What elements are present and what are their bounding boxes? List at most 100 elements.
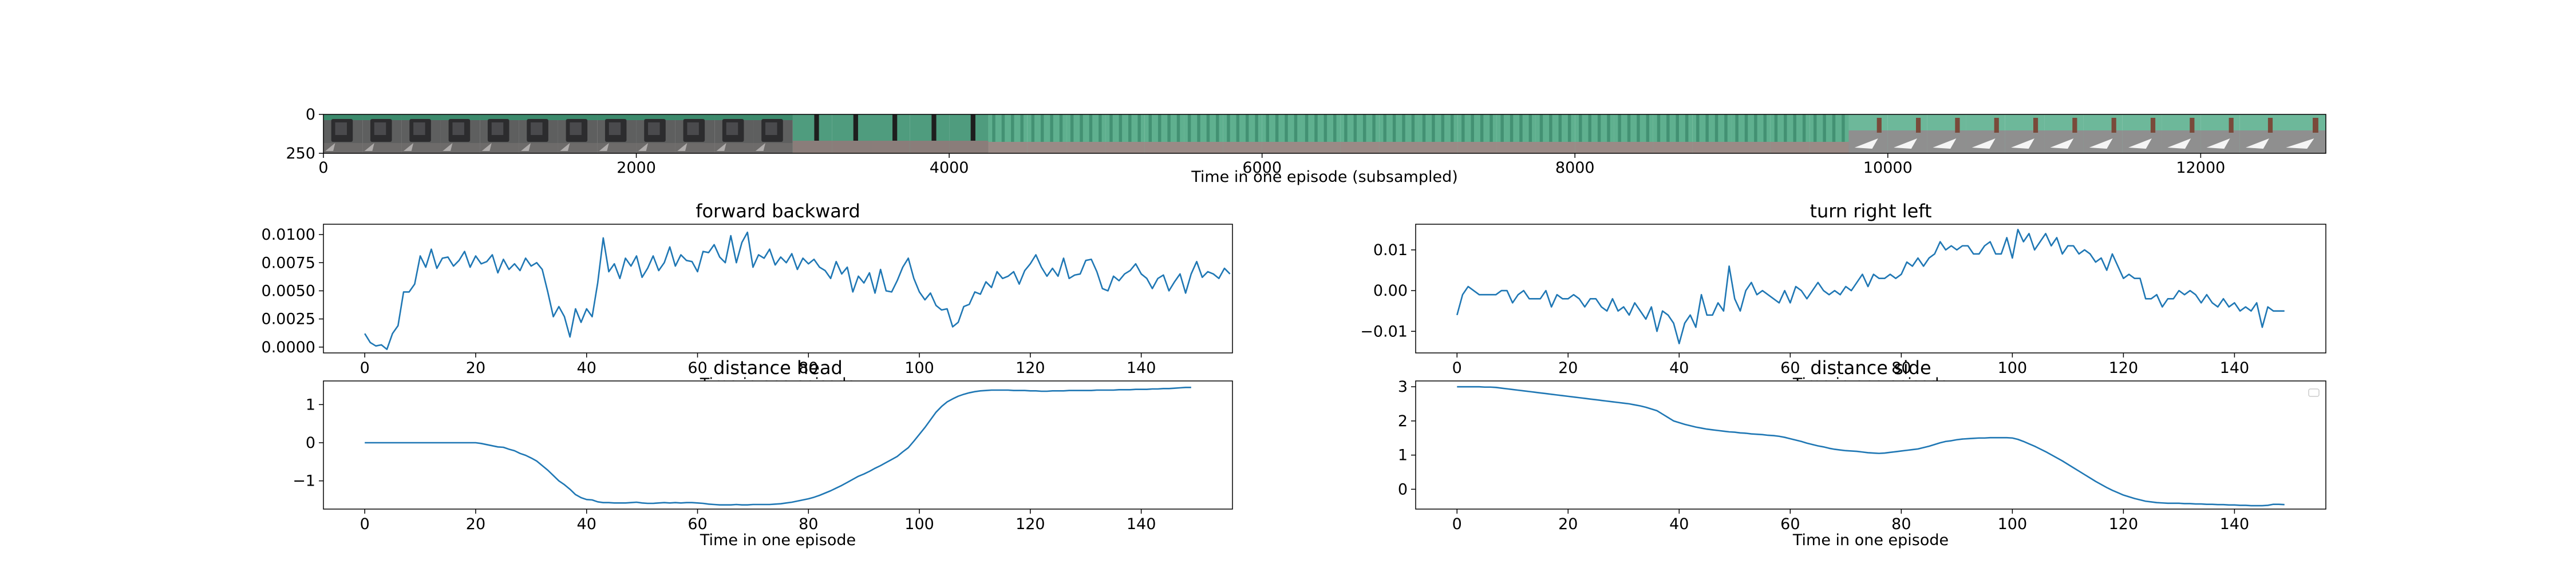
plot-frame — [1415, 224, 2326, 353]
plot-area — [323, 224, 1232, 353]
x-tick-label: 60 — [1780, 515, 1800, 533]
strip-frame — [675, 114, 715, 153]
strip-frame — [1418, 114, 1458, 153]
x-tick-label: 100 — [1998, 359, 2028, 377]
strip-frame — [1223, 114, 1262, 153]
x-tick-label: 120 — [1016, 515, 1045, 533]
x-tick-label: 140 — [1127, 515, 1156, 533]
x-tick-label: 0 — [360, 359, 370, 377]
strip-frame — [1809, 114, 1849, 153]
y-tick-label: 2 — [1398, 412, 1408, 430]
x-tick-label: 100 — [904, 359, 934, 377]
x-tick-label: 0 — [1452, 515, 1462, 533]
x-axis-label: Time in one episode (subsampled) — [1191, 168, 1458, 186]
strip-frame — [401, 114, 441, 153]
plot-area — [1416, 224, 2326, 353]
strip-frame — [519, 114, 558, 153]
strip-frame — [1927, 114, 1966, 153]
plot-frame — [1415, 380, 2326, 510]
strip-frame — [2083, 114, 2123, 153]
x-tick-label: 120 — [1016, 359, 1045, 377]
strip-frame — [597, 114, 637, 153]
strip-frame — [910, 114, 950, 153]
y-tick-label: 0.0075 — [262, 254, 315, 272]
x-tick-label: 0 — [318, 159, 328, 177]
y-tick-label: 0.0050 — [262, 282, 315, 300]
x-tick-label: 140 — [2220, 515, 2250, 533]
x-tick-label: 8000 — [1555, 159, 1595, 177]
strip-frame — [949, 114, 989, 153]
y-tick-label: 1 — [306, 396, 315, 414]
x-tick-label: 80 — [1891, 359, 1911, 377]
series-line — [365, 387, 1191, 506]
series-line — [364, 231, 1231, 351]
x-axis-label: Time in one episode — [700, 531, 856, 549]
strip-frame — [1731, 114, 1771, 153]
x-tick-label: 12000 — [2176, 159, 2225, 177]
strip-frame — [832, 114, 871, 153]
y-tick-label: 0 — [306, 106, 315, 124]
y-tick-label: −1 — [293, 472, 315, 490]
strip-frame — [2279, 114, 2326, 153]
strip-frame — [1966, 114, 2005, 153]
plot-area — [1416, 381, 2326, 509]
x-tick-label: 80 — [799, 359, 818, 377]
strip-frame — [558, 114, 598, 153]
x-tick-label: 20 — [466, 359, 485, 377]
x-tick-label: 6000 — [1242, 159, 1282, 177]
x-tick-label: 120 — [2109, 359, 2139, 377]
x-tick-label: 2000 — [617, 159, 656, 177]
x-tick-label: 120 — [2109, 515, 2139, 533]
x-tick-label: 60 — [688, 515, 707, 533]
x-tick-label: 100 — [904, 515, 934, 533]
strip-frame — [1848, 114, 1888, 153]
strip-frame — [480, 114, 519, 153]
panel-title: forward backward — [696, 200, 860, 222]
strip-frame — [2239, 114, 2279, 153]
x-tick-label: 20 — [1558, 359, 1578, 377]
y-tick-label: 0.0025 — [262, 311, 315, 328]
x-tick-label: 140 — [1127, 359, 1156, 377]
panel-title: distance side — [1810, 357, 1931, 379]
y-tick-label: 0.0100 — [262, 226, 315, 244]
strip-frame — [1653, 114, 1693, 153]
strip-frame — [1770, 114, 1810, 153]
strip-frame — [2122, 114, 2162, 153]
panel-forward-backward: 0 20 40 60 80 100 120 140 0.0000 0.0025 0.0050 0.00… — [262, 200, 1233, 393]
strip-frame — [1184, 114, 1223, 153]
strip-frame — [1457, 114, 1497, 153]
x-tick-label: 40 — [1669, 359, 1689, 377]
strip-frame — [440, 114, 480, 153]
strip-frame — [2162, 114, 2201, 153]
x-tick-label: 20 — [466, 515, 485, 533]
strip-frame — [1340, 114, 1380, 153]
x-tick-label: 10000 — [1863, 159, 1913, 177]
strip-frame — [1144, 114, 1184, 153]
strip-frame — [1066, 114, 1106, 153]
strip-frame — [1105, 114, 1145, 153]
strip-frame — [1692, 114, 1732, 153]
strip-frame — [2200, 114, 2240, 153]
x-tick-label: 0 — [360, 515, 370, 533]
strip-frame — [988, 114, 1028, 153]
strip-frame — [1262, 114, 1302, 153]
strip-frame — [362, 114, 402, 153]
strip-frame — [753, 114, 793, 153]
x-tick-label: 4000 — [930, 159, 969, 177]
plot-frame — [323, 224, 1233, 353]
y-tick-label: 0.00 — [1373, 282, 1408, 300]
strip-frame — [1887, 114, 1927, 153]
plot-frame — [323, 380, 1233, 510]
y-tick-label: 0.0000 — [262, 339, 315, 356]
panel-title: turn right left — [1809, 200, 1931, 222]
panel-title: distance head — [713, 357, 843, 379]
x-tick-label: 60 — [1780, 359, 1800, 377]
x-tick-label: 40 — [1669, 515, 1689, 533]
x-tick-label: 80 — [1891, 515, 1911, 533]
y-tick-label: 3 — [1398, 378, 1408, 396]
strip-frame — [1614, 114, 1653, 153]
plot-area — [323, 381, 1232, 509]
strip-frame — [1379, 114, 1419, 153]
